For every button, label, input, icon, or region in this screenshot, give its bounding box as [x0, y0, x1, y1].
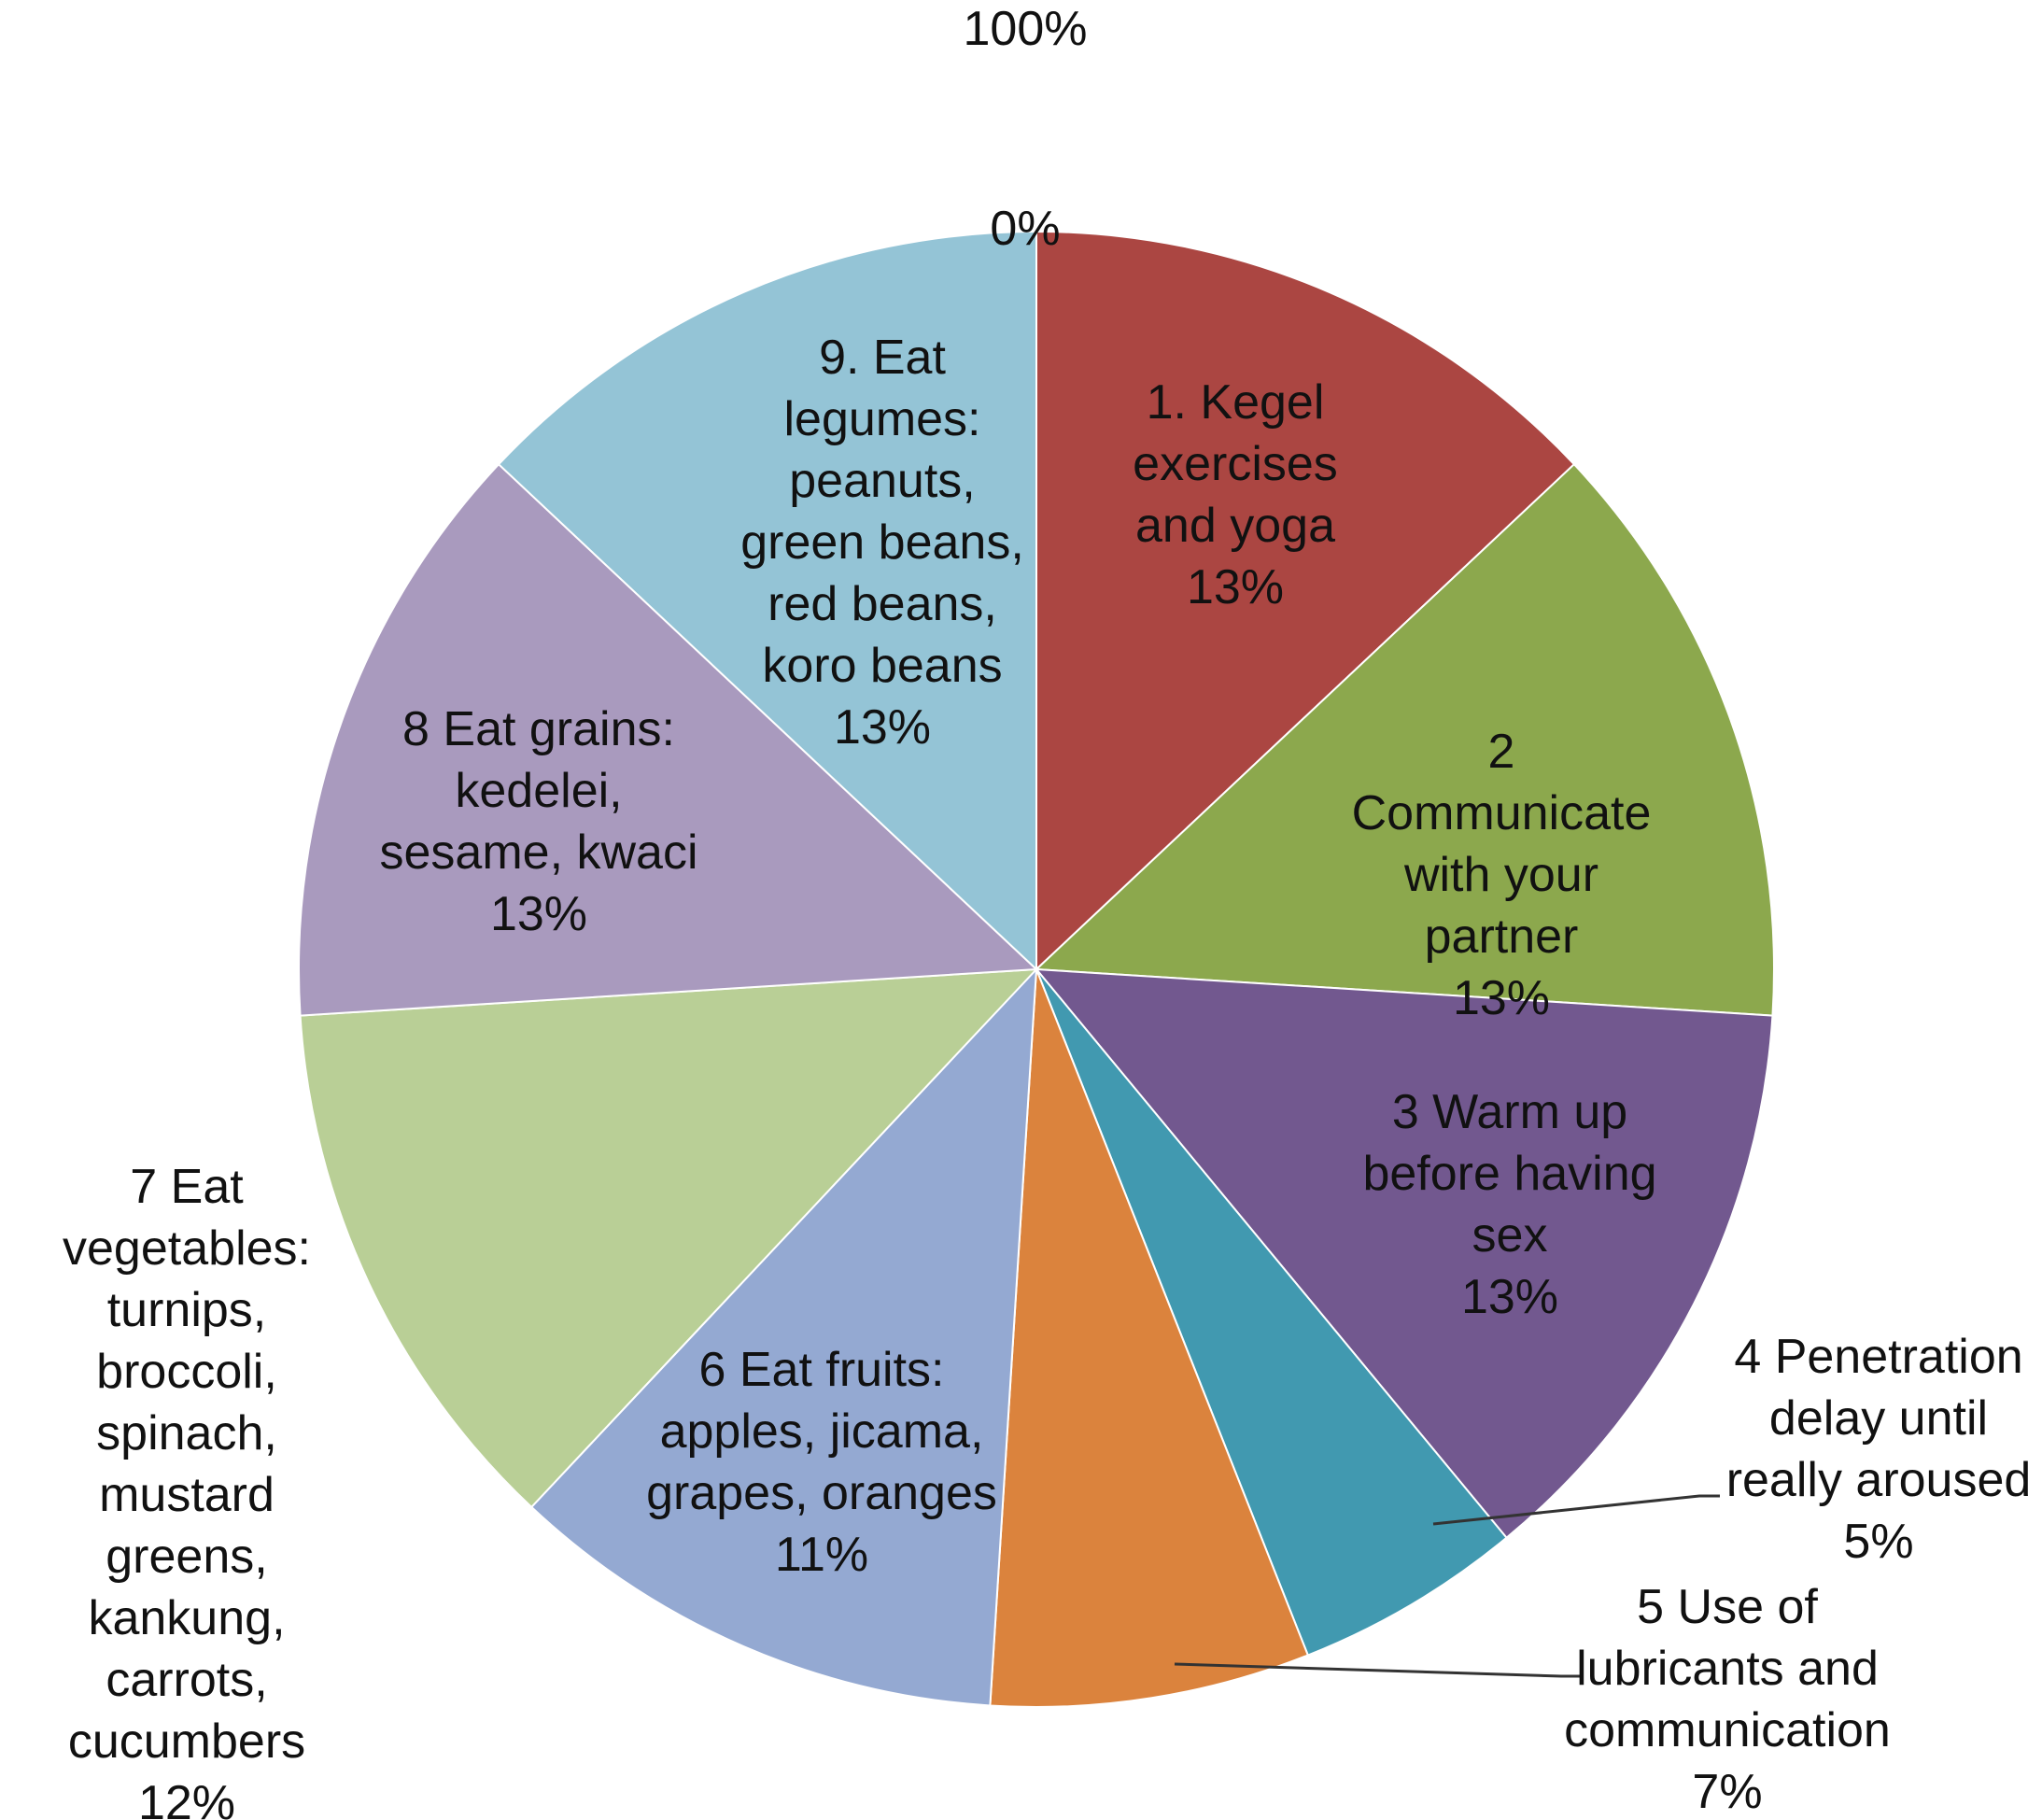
pie-slice-2	[1034, 462, 1775, 1017]
slice-label-5: 5 Use of lubricants and communication 7%	[1564, 1580, 1891, 1819]
leader-lines	[1174, 1494, 1720, 1678]
slice-label-8: 8 Eat grains: kedelei, sesame, kwaci 13%	[380, 702, 698, 941]
pie-slice-1	[1035, 230, 1576, 972]
pie-slice-9	[497, 230, 1037, 972]
slice-labels: 1. Kegel exercises and yoga 13%2 Communicate…	[63, 331, 2031, 1820]
slice-label-6: 6 Eat fruits: apples, jicama, grapes, oran…	[646, 1343, 997, 1582]
slice-label-2: 2 Communicate with your partner 13%	[1352, 725, 1652, 1025]
leader-line-4	[1432, 1494, 1720, 1526]
leader-line-5	[1174, 1662, 1583, 1678]
slice-label-9: 9. Eat legumes: peanuts, green beans, red be…	[740, 331, 1024, 755]
slice-label-4: 4 Penetration delay until really aroused 5%	[1726, 1330, 2032, 1569]
pie-slice-4	[1035, 968, 1508, 1657]
scale-label-100: 100%	[964, 2, 1088, 56]
pie-slice-8	[298, 462, 1039, 1017]
slice-label-3: 3 Warm up before having sex 13%	[1362, 1085, 1656, 1324]
slice-label-7: 7 Eat vegetables: turnips, broccoli, spinach…	[63, 1160, 311, 1820]
pie-slice-3	[1034, 967, 1774, 1540]
pie-slice-6	[529, 966, 1038, 1707]
slice-label-1: 1. Kegel exercises and yoga 13%	[1133, 375, 1338, 614]
pie-slices	[298, 230, 1775, 1708]
pie-slice-7	[299, 967, 1039, 1509]
scale-label-0: 0%	[990, 202, 1060, 256]
pie-slice-5	[989, 968, 1310, 1708]
